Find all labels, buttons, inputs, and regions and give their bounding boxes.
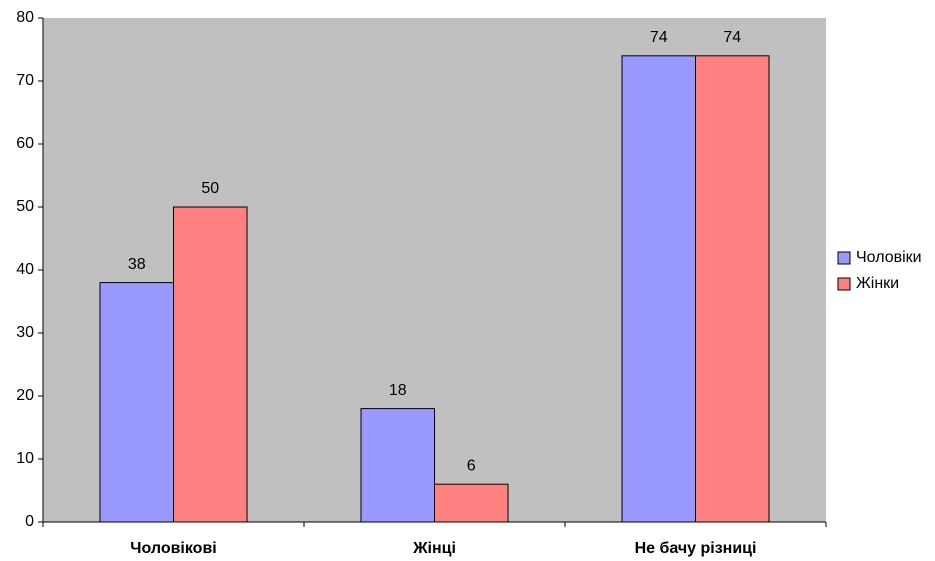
data-label: 50 <box>201 180 219 197</box>
data-label: 6 <box>467 457 476 474</box>
legend-label: Жінки <box>856 275 899 292</box>
bar <box>99 282 174 523</box>
y-tick-label: 40 <box>16 261 34 278</box>
legend-swatch <box>837 251 851 265</box>
x-tick-label: Не бачу різниці <box>635 540 757 557</box>
data-label: 38 <box>128 256 146 273</box>
y-tick-label: 70 <box>16 72 34 89</box>
data-label: 74 <box>650 29 668 46</box>
y-tick-label: 0 <box>25 513 34 530</box>
y-tick-label: 30 <box>16 324 34 341</box>
x-tick-label: Чоловікові <box>130 540 216 557</box>
bar <box>695 55 770 523</box>
legend-label: Чоловіки <box>856 249 922 266</box>
bar <box>360 408 435 523</box>
y-tick-label: 10 <box>16 450 34 467</box>
bar <box>173 206 248 523</box>
bar <box>434 483 509 523</box>
y-tick-label: 60 <box>16 135 34 152</box>
legend-swatch <box>837 277 851 291</box>
y-tick-label: 80 <box>16 9 34 26</box>
data-label: 18 <box>389 382 407 399</box>
x-tick-label: Жінці <box>412 540 456 557</box>
data-label: 74 <box>723 29 741 46</box>
bar <box>621 55 696 523</box>
y-tick-label: 20 <box>16 387 34 404</box>
y-tick-label: 50 <box>16 198 34 215</box>
